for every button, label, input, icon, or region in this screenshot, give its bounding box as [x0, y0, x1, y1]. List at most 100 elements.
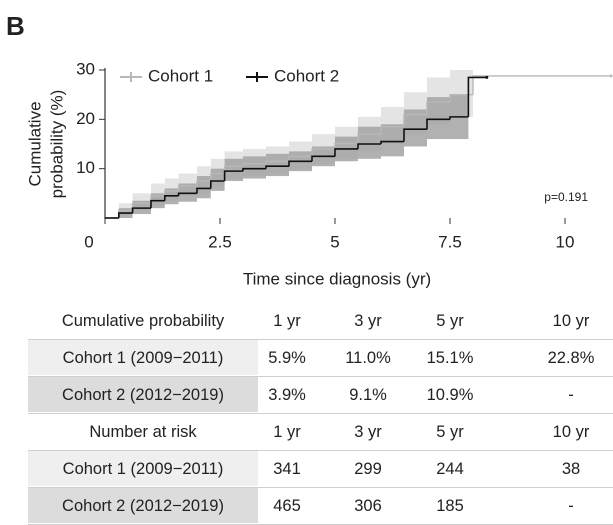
- table-cell: 5 yr: [436, 423, 464, 441]
- table-cell: 5 yr: [436, 312, 464, 330]
- y-axis-label: probability (%): [47, 90, 66, 199]
- table-cell: 9.1%: [349, 386, 387, 404]
- table-cell: 10 yr: [552, 423, 590, 441]
- confidence-band: [468, 70, 473, 117]
- step-line: [223, 170, 243, 181]
- step-line: [449, 116, 469, 120]
- step-end: [609, 74, 613, 78]
- step-line: [380, 140, 404, 144]
- step-line: [426, 118, 450, 130]
- x-axis-label: Time since diagnosis (yr): [243, 269, 431, 288]
- p-value: p=0.191: [544, 190, 588, 204]
- confidence-band: [197, 176, 211, 199]
- step-line: [265, 165, 289, 169]
- table-cell: 1 yr: [273, 312, 301, 330]
- table-row: Cohort 2 (2012−2019) 3.9% 9.1% 10.9% -: [28, 377, 613, 414]
- step-line: [467, 76, 487, 117]
- step-line: [311, 155, 335, 162]
- y-axis-label: Cumulative: [25, 101, 44, 186]
- table-cell: -: [568, 497, 574, 515]
- step-line: [177, 185, 197, 191]
- legend-label: Cohort 2: [274, 66, 339, 85]
- table-cell: -: [568, 386, 574, 404]
- table-row: Cohort 2 (2012−2019) 465 306 185 -: [28, 488, 613, 525]
- step-line: [357, 143, 381, 149]
- step-line: [288, 155, 312, 162]
- table-cell: 15.1%: [426, 349, 474, 367]
- table: Cumulative probability 1 yr 3 yr 5 yr 10 yr C…: [28, 303, 613, 525]
- table-cell: 38: [561, 460, 581, 478]
- step-line: [472, 75, 519, 95]
- step-line: [334, 142, 358, 149]
- chart: B Cumulative probability (%) Time since …: [6, 11, 613, 288]
- panel-label: B: [6, 11, 25, 41]
- step-end: [485, 75, 489, 79]
- step-line: [164, 195, 179, 201]
- step-line: [380, 126, 404, 135]
- x-tick-label: 10: [556, 232, 575, 251]
- confidence-band: [210, 168, 225, 191]
- x-tick-label: 5: [330, 232, 339, 251]
- row-header: Number at risk: [28, 414, 258, 449]
- confidence-band: [404, 109, 427, 147]
- step-line: [242, 167, 266, 172]
- x-tick-label: 7.5: [438, 232, 462, 251]
- step-line: [265, 160, 289, 164]
- y-tick-label: 30: [76, 59, 95, 78]
- table-cell: 465: [273, 497, 301, 515]
- row-header: Cohort 2 (2012−2019): [28, 377, 258, 412]
- step-line: [288, 160, 312, 167]
- table-row: Cohort 1 (2009−2011) 341 299 244 38: [28, 451, 613, 488]
- confidence-band: [358, 126, 381, 159]
- table-cell: 3.9%: [268, 386, 306, 404]
- confidence-band: [243, 156, 266, 179]
- step-line: [196, 187, 211, 194]
- table-cell: 10 yr: [552, 312, 590, 330]
- table-cell: 306: [354, 497, 382, 515]
- table-row: Cumulative probability 1 yr 3 yr 5 yr 10 yr: [28, 303, 613, 340]
- step-line: [164, 190, 179, 196]
- table-cell: 341: [273, 460, 301, 478]
- step-line: [403, 113, 427, 127]
- table-row: Number at risk 1 yr 3 yr 5 yr 10 yr: [28, 414, 613, 451]
- step-line: [177, 192, 197, 196]
- table-cell: 3 yr: [354, 423, 382, 441]
- step-line: [242, 163, 266, 167]
- step-line: [449, 93, 469, 103]
- step-line: [210, 180, 225, 189]
- table-cell: 22.8%: [547, 349, 595, 367]
- step-line: [403, 128, 427, 142]
- table-cell: 185: [436, 497, 464, 515]
- confidence-band: [266, 153, 289, 177]
- table-cell: 10.9%: [426, 386, 474, 404]
- step-line: [118, 212, 133, 218]
- step-line: [334, 148, 358, 157]
- step-line: [311, 148, 335, 157]
- table-cell: 3 yr: [354, 312, 382, 330]
- confidence-band: [381, 124, 404, 157]
- row-header: Cohort 1 (2009−2011): [28, 451, 258, 486]
- table-cell: 299: [354, 460, 382, 478]
- x-tick-label: 2.5: [208, 232, 232, 251]
- step-line: [150, 199, 165, 209]
- confidence-band: [224, 158, 243, 181]
- y-tick-label: 10: [76, 158, 95, 177]
- step-line: [426, 101, 450, 115]
- row-header: Cumulative probability: [28, 303, 258, 338]
- step-line: [210, 172, 225, 181]
- y-tick-label: 20: [76, 109, 95, 128]
- step-line: [131, 207, 151, 214]
- table-cell: 244: [436, 460, 464, 478]
- step-line: [196, 180, 211, 186]
- x-tick-label: 0: [84, 232, 93, 251]
- table-cell: 5.9%: [268, 349, 306, 367]
- row-header: Cohort 1 (2009−2011): [28, 340, 258, 375]
- legend-label: Cohort 1: [148, 66, 213, 85]
- confidence-band: [427, 97, 450, 140]
- table-row: Cohort 1 (2009−2011) 5.9% 11.0% 15.1% 22.8%: [28, 340, 613, 377]
- table-cell: 11.0%: [345, 349, 391, 367]
- table-cell: 1 yr: [273, 423, 301, 441]
- step-line: [357, 133, 381, 144]
- row-header: Cohort 2 (2012−2019): [28, 488, 258, 523]
